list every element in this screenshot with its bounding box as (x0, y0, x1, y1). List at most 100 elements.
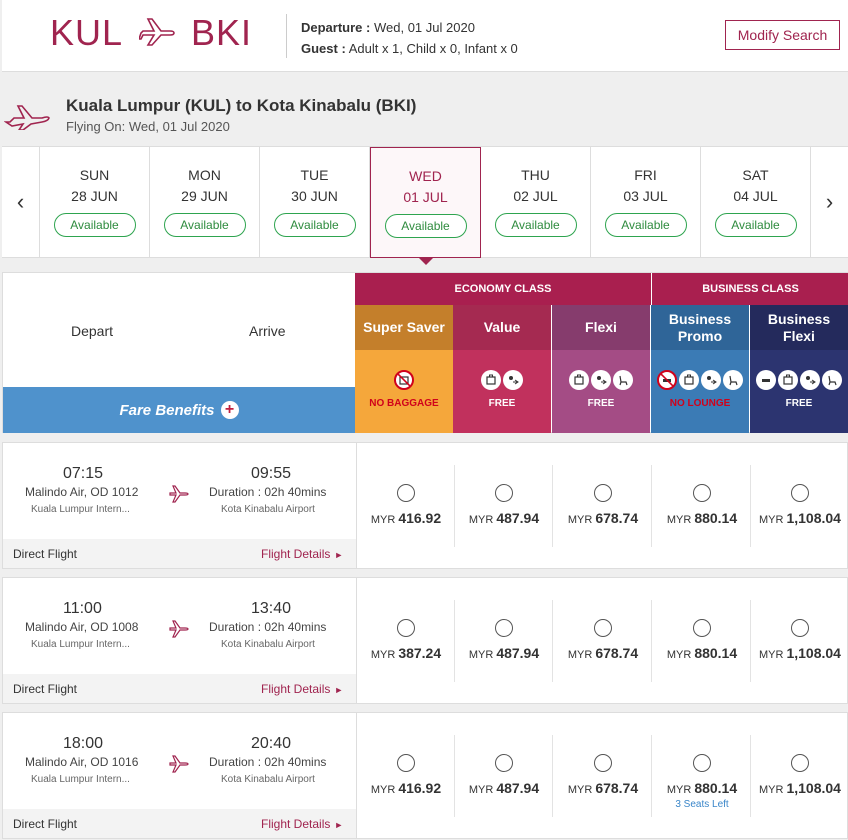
fare-cell: MYR 1,108.04 (751, 465, 848, 547)
fare-name: Flexi (552, 305, 650, 350)
fare-price: 387.24 (398, 645, 442, 661)
flying-on-date: Flying On: Wed, 01 Jul 2020 (66, 119, 230, 134)
date-date: 02 JUL (513, 188, 558, 204)
seat-select-icon (800, 370, 820, 390)
fare-price: 880.14 (694, 510, 738, 526)
baggage-icon (679, 370, 699, 390)
fare-benefits-label: Fare Benefits (119, 401, 215, 419)
fare-radio[interactable] (791, 484, 809, 502)
caret-right-icon: ► (334, 685, 344, 695)
no-lounge-icon (657, 370, 677, 390)
prev-dates-button[interactable]: ‹ (2, 147, 40, 257)
fare-price: 880.14 (694, 645, 738, 661)
flight-row: 07:15 Malindo Air, OD 1012 Kuala Lumpur … (2, 442, 848, 569)
flight-type: Direct Flight (13, 682, 78, 696)
fare-super-saver: Super Saver NO BAGGAGE (355, 305, 453, 433)
destination-code: BKI (191, 12, 253, 53)
date-option[interactable]: SUN 28 JUN Available (40, 147, 150, 257)
seat-icon (822, 370, 842, 390)
fare-radio[interactable] (791, 754, 809, 772)
date-option[interactable]: TUE 30 JUN Available (260, 147, 370, 257)
fare-radio[interactable] (495, 754, 513, 772)
plane-icon (169, 483, 189, 503)
date-day: TUE (300, 167, 329, 183)
route-title: Kuala Lumpur (KUL) to Kota Kinabalu (BKI… (66, 96, 417, 115)
flight-row: 18:00 Malindo Air, OD 1016 Kuala Lumpur … (2, 712, 848, 839)
caret-right-icon: ► (334, 550, 344, 560)
business-class-header: BUSINESS CLASS (651, 273, 848, 305)
currency: MYR (370, 514, 396, 526)
depart-airport: Kuala Lumpur Intern... (31, 774, 130, 785)
lounge-icon (756, 370, 776, 390)
date-day: FRI (634, 167, 657, 183)
fare-flexi: Flexi FREE (552, 305, 650, 433)
plane-icon (169, 753, 189, 773)
fare-radio[interactable] (397, 619, 415, 637)
origin-code: KUL (50, 12, 124, 53)
availability-badge: Available (163, 213, 246, 237)
seat-icon (723, 370, 743, 390)
fare-radio[interactable] (693, 484, 711, 502)
fare-name: Value (453, 305, 551, 350)
departure-label: Departure : (301, 20, 371, 35)
fare-radio[interactable] (791, 619, 809, 637)
date-option[interactable]: MON 29 JUN Available (150, 147, 260, 257)
currency: MYR (468, 784, 494, 796)
departing-plane-icon (3, 100, 50, 131)
flight-details-link[interactable]: Flight Details ► (261, 682, 343, 696)
date-day: WED (409, 168, 442, 184)
flight-details-label: Flight Details (261, 682, 331, 696)
baggage-icon (778, 370, 798, 390)
date-date: 03 JUL (623, 188, 668, 204)
depart-airport: Kuala Lumpur Intern... (31, 639, 130, 650)
fare-price: 1,108.04 (786, 780, 841, 796)
flight-details-link[interactable]: Flight Details ► (261, 547, 343, 561)
date-option[interactable]: FRI 03 JUL Available (591, 147, 701, 257)
currency: MYR (370, 784, 396, 796)
currency: MYR (666, 514, 692, 526)
fare-radio[interactable] (594, 754, 612, 772)
fare-radio[interactable] (693, 754, 711, 772)
fare-value: Value FREE (453, 305, 551, 433)
fare-benefit-label: NO BAGGAGE (369, 398, 439, 409)
flight-info: 18:00 Malindo Air, OD 1016 Kuala Lumpur … (3, 713, 357, 838)
arrive-column-label: Arrive (249, 323, 286, 339)
fare-radio[interactable] (397, 754, 415, 772)
fare-radio[interactable] (594, 619, 612, 637)
flight-info: 11:00 Malindo Air, OD 1008 Kuala Lumpur … (3, 578, 357, 703)
availability-badge: Available (714, 213, 797, 237)
date-day: SUN (79, 167, 110, 183)
seat-select-icon (591, 370, 611, 390)
depart-airport: Kuala Lumpur Intern... (31, 504, 130, 515)
fare-radio[interactable] (594, 484, 612, 502)
fare-name: Business Promo (651, 305, 749, 350)
flight-type: Direct Flight (13, 817, 78, 831)
economy-class-header: ECONOMY CLASS (355, 273, 651, 305)
date-option[interactable]: THU 02 JUL Available (481, 147, 591, 257)
fare-radio[interactable] (495, 484, 513, 502)
date-day: THU (521, 167, 550, 183)
fare-radio[interactable] (693, 619, 711, 637)
currency: MYR (666, 784, 692, 796)
currency: MYR (666, 649, 692, 661)
divider (286, 14, 287, 58)
modify-search-button[interactable]: Modify Search (725, 20, 840, 50)
fare-cell: MYR 880.14 3 Seats Left (653, 735, 751, 817)
caret-right-icon: ► (334, 820, 344, 830)
duration: Duration : 02h 40mins (209, 755, 327, 769)
date-option-selected[interactable]: WED 01 JUL Available (370, 147, 481, 258)
fare-benefits-button[interactable]: Fare Benefits + (3, 387, 355, 433)
date-day: SAT (742, 167, 769, 183)
availability-badge: Available (604, 213, 687, 237)
fare-cell: MYR 416.92 (357, 735, 455, 817)
currency: MYR (567, 649, 593, 661)
flight-details-link[interactable]: Flight Details ► (261, 817, 343, 831)
next-dates-button[interactable]: › (810, 147, 848, 257)
currency: MYR (759, 514, 784, 526)
date-option[interactable]: SAT 04 JUL Available (701, 147, 811, 257)
fare-radio[interactable] (397, 484, 415, 502)
arrive-airport: Kota Kinabalu Airport (221, 504, 315, 515)
guest-label: Guest : (301, 41, 346, 56)
date-date: 29 JUN (181, 188, 228, 204)
fare-radio[interactable] (495, 619, 513, 637)
